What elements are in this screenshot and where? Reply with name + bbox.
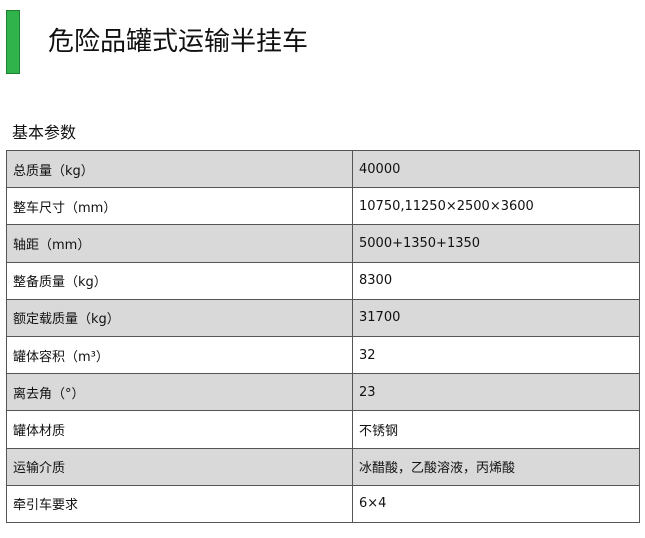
table-row: 离去角（°） 23 — [6, 373, 640, 412]
table-row: 整备质量（kg） 8300 — [6, 261, 640, 300]
param-name: 额定载质量（kg） — [6, 298, 353, 337]
param-name: 罐体容积（m³） — [6, 335, 353, 375]
param-name: 整备质量（kg） — [6, 261, 353, 300]
param-name: 牵引车要求 — [6, 484, 353, 523]
param-name: 罐体材质 — [6, 410, 353, 449]
table-row: 总质量（kg） 40000 — [6, 149, 640, 189]
param-name: 轴距（mm） — [6, 224, 353, 263]
param-value: 6×4 — [352, 484, 640, 523]
table-row: 运输介质 冰醋酸，乙酸溶液，丙烯酸 — [6, 447, 640, 486]
param-name: 整车尺寸（mm） — [6, 187, 353, 226]
param-value: 40000 — [352, 149, 640, 189]
param-value: 23 — [352, 373, 640, 412]
spec-table: 总质量（kg） 40000 整车尺寸（mm） 10750,11250×2500×360… — [6, 149, 640, 523]
table-row: 轴距（mm） 5000+1350+1350 — [6, 224, 640, 263]
table-row: 整车尺寸（mm） 10750,11250×2500×3600 — [6, 187, 640, 226]
param-name: 离去角（°） — [6, 373, 353, 412]
table-row: 罐体材质 不锈钢 — [6, 410, 640, 449]
param-value: 31700 — [352, 298, 640, 337]
param-value: 不锈钢 — [352, 410, 640, 449]
param-name: 运输介质 — [6, 447, 353, 486]
param-value: 32 — [352, 335, 640, 375]
param-value: 10750,11250×2500×3600 — [352, 187, 640, 226]
section-title: 基本参数 — [12, 123, 77, 142]
table-row: 额定载质量（kg） 31700 — [6, 298, 640, 337]
param-value: 冰醋酸，乙酸溶液，丙烯酸 — [352, 447, 640, 486]
param-value: 8300 — [352, 261, 640, 300]
accent-bar — [6, 10, 20, 74]
table-row: 牵引车要求 6×4 — [6, 484, 640, 523]
param-value: 5000+1350+1350 — [352, 224, 640, 263]
page-title: 危险品罐式运输半挂车 — [48, 27, 309, 57]
table-row: 罐体容积（m³） 32 — [6, 335, 640, 375]
param-name: 总质量（kg） — [6, 149, 353, 189]
